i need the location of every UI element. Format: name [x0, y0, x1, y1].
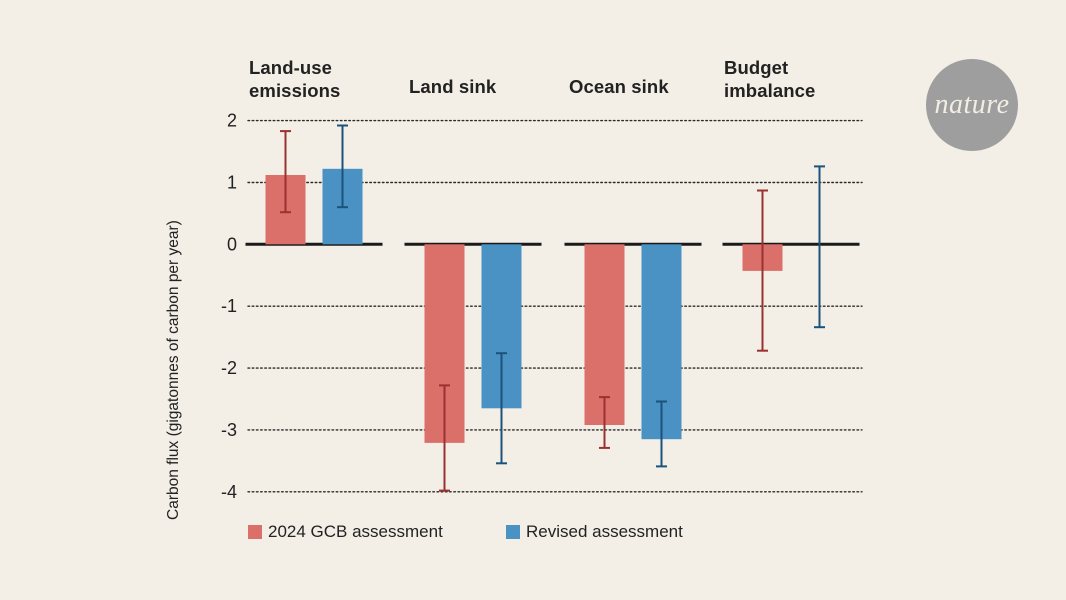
svg-text:0: 0: [227, 234, 237, 254]
svg-text:-3: -3: [221, 420, 237, 440]
svg-text:2: 2: [227, 111, 237, 131]
svg-text:-1: -1: [221, 296, 237, 316]
svg-text:-4: -4: [221, 482, 237, 502]
svg-text:-2: -2: [221, 358, 237, 378]
svg-text:1: 1: [227, 173, 237, 193]
